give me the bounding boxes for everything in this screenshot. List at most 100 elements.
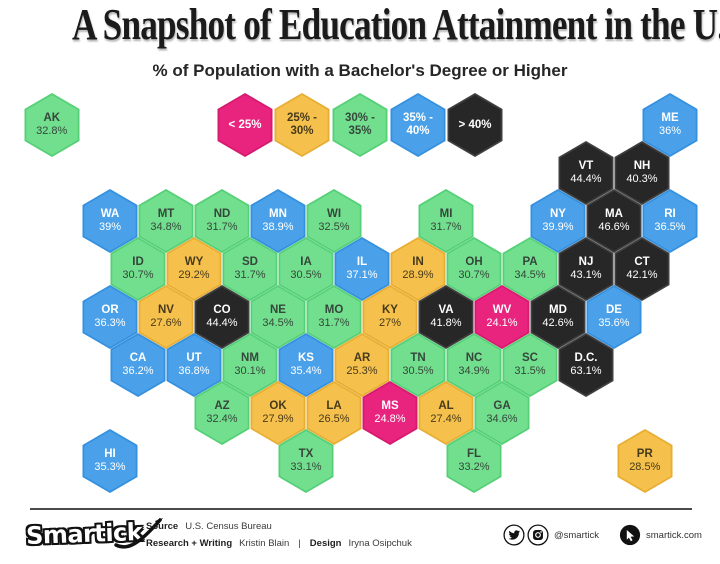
hex-de-line2: 35.6% <box>598 317 630 329</box>
hex-pr-line2: 28.5% <box>629 461 661 473</box>
hex-nc-label: NC 34.9% <box>446 333 502 397</box>
credits-block: Source U.S. Census Bureau Research + Writ… <box>146 521 412 555</box>
hexagon-shape <box>250 284 306 350</box>
hexagon-shape <box>222 332 278 398</box>
hex-nv-line2: 27.6% <box>150 317 182 329</box>
legend-hex-b2530-line2: 30% <box>290 125 314 137</box>
hex-sc: SC 31.5% <box>502 332 558 398</box>
hexagon-shape <box>642 188 698 254</box>
hex-ri-line2: 36.5% <box>654 221 686 233</box>
hex-in-line2: 28.9% <box>402 269 434 281</box>
hexagon-shape <box>418 380 474 446</box>
hex-vt-line2: 44.4% <box>570 173 602 185</box>
hex-nv-label: NV 27.6% <box>138 285 194 349</box>
legend-hex-b3540-line1: 35% - <box>402 112 434 124</box>
hex-nm-line1: NM <box>241 352 259 364</box>
hex-vt: VT 44.4% <box>558 140 614 206</box>
hex-id-line2: 30.7% <box>122 269 154 281</box>
hex-nc-line2: 34.9% <box>458 365 490 377</box>
hex-mi-line2: 31.7% <box>430 221 462 233</box>
hex-mi-line1: MI <box>439 208 453 220</box>
hexagon-shape <box>614 236 670 302</box>
hex-pr-label: PR 28.5% <box>617 429 673 493</box>
source-value: U.S. Census Bureau <box>185 521 272 532</box>
footer-divider <box>30 508 692 510</box>
hexagon-shape <box>194 380 250 446</box>
hex-al: AL 27.4% <box>418 380 474 446</box>
hex-tx-line2: 33.1% <box>290 461 322 473</box>
hex-me-label: ME 36% <box>642 93 698 157</box>
hex-ok: OK 27.9% <box>250 380 306 446</box>
hex-nd-label: ND 31.7% <box>194 189 250 253</box>
hex-az-line2: 32.4% <box>206 413 238 425</box>
hex-ia: IA 30.5% <box>278 236 334 302</box>
hexagon-shape <box>24 92 80 158</box>
page-subtitle: % of Population with a Bachelor's Degree… <box>152 61 568 80</box>
instagram-icon <box>527 524 549 546</box>
hex-dc-line2: 63.1% <box>570 365 602 377</box>
hex-ut-line2: 36.8% <box>178 365 210 377</box>
hex-or-label: OR 36.3% <box>82 285 138 349</box>
hex-ny-line2: 39.9% <box>542 221 574 233</box>
hex-ny-line1: NY <box>550 208 566 220</box>
hexagon-shape <box>278 236 334 302</box>
logo-pencil-swoosh-icon <box>114 518 163 549</box>
hex-ks: KS 35.4% <box>278 332 334 398</box>
hex-ms: MS 24.8% <box>362 380 418 446</box>
hex-oh: OH 30.7% <box>446 236 502 302</box>
hex-ri-line1: RI <box>664 208 676 220</box>
hexagon-shape <box>278 332 334 398</box>
hex-hi-line1: HI <box>104 448 116 460</box>
legend-hex-b3540: 35% -40% <box>390 92 446 158</box>
legend-hex-b3540-label: 35% -40% <box>390 93 446 157</box>
hexagon-shape <box>250 188 306 254</box>
hexagon-shape <box>418 284 474 350</box>
hex-ma-label: MA 46.6% <box>586 189 642 253</box>
hex-il-line1: IL <box>356 256 368 268</box>
hex-al-line2: 27.4% <box>430 413 462 425</box>
hex-ga: GA 34.6% <box>474 380 530 446</box>
hex-me-line2: 36% <box>658 125 682 137</box>
hex-hi-label: HI 35.3% <box>82 429 138 493</box>
legend-hex-b3035-line2: 35% <box>348 125 372 137</box>
hex-ri: RI 36.5% <box>642 188 698 254</box>
hex-ca-line2: 36.2% <box>122 365 154 377</box>
hex-vt-line1: VT <box>578 160 594 172</box>
source-line: Source U.S. Census Bureau <box>146 521 412 532</box>
cursor-link-icon <box>619 524 641 546</box>
hex-tn-line2: 30.5% <box>402 365 434 377</box>
hex-hi: HI 35.3% <box>82 428 138 494</box>
hex-la-line2: 26.5% <box>318 413 350 425</box>
hex-wi-line2: 32.5% <box>318 221 350 233</box>
hex-sd-label: SD 31.7% <box>222 237 278 301</box>
legend-hex-lt25-line1: < 25% <box>228 118 262 131</box>
hex-in-line1: IN <box>412 256 424 268</box>
hex-ut-line1: UT <box>186 352 202 364</box>
hex-dc: D.C. 63.1% <box>558 332 614 398</box>
hex-ut: UT 36.8% <box>166 332 222 398</box>
hex-oh-label: OH 30.7% <box>446 237 502 301</box>
hexagon-shape <box>362 380 418 446</box>
hexagon-shape <box>222 236 278 302</box>
hexagon-shape <box>166 236 222 302</box>
hex-ky: KY 27% <box>362 284 418 350</box>
hex-or-line1: OR <box>101 304 119 316</box>
hexagon-shape <box>558 332 614 398</box>
hex-tn: TN 30.5% <box>390 332 446 398</box>
hexagon-shape <box>502 332 558 398</box>
hex-ok-label: OK 27.9% <box>250 381 306 445</box>
source-label: Source <box>146 521 179 532</box>
hex-ms-line2: 24.8% <box>374 413 406 425</box>
hexagon-shape <box>586 188 642 254</box>
hexagon-shape <box>390 236 446 302</box>
hex-ms-label: MS 24.8% <box>362 381 418 445</box>
hexagon-shape <box>194 284 250 350</box>
hex-tx-line1: TX <box>298 448 314 460</box>
hex-in-label: IN 28.9% <box>390 237 446 301</box>
hex-wv-line2: 24.1% <box>486 317 518 329</box>
hex-ia-label: IA 30.5% <box>278 237 334 301</box>
social-handle: @smartick <box>554 529 600 541</box>
hexagon-shape <box>446 236 502 302</box>
hex-wy-label: WY 29.2% <box>166 237 222 301</box>
